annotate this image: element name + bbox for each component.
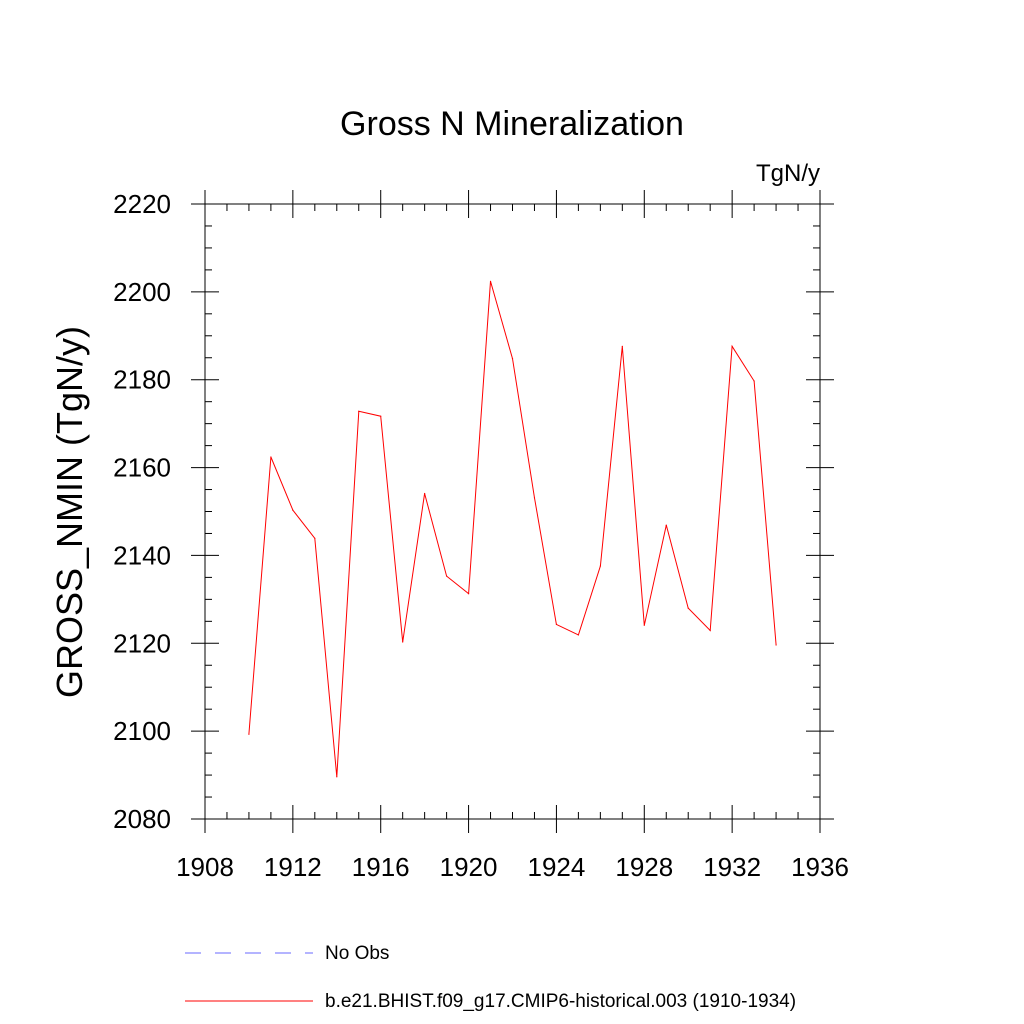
data-point bbox=[336, 776, 338, 778]
plot-frame bbox=[204, 203, 821, 820]
data-point bbox=[489, 280, 492, 282]
y-tick-label: 2080 bbox=[113, 804, 171, 834]
data-point bbox=[270, 456, 272, 458]
data-point bbox=[731, 345, 733, 347]
x-tick-label: 1916 bbox=[352, 852, 410, 882]
y-tick-label: 2140 bbox=[113, 540, 171, 570]
x-tick-label: 1924 bbox=[528, 852, 586, 882]
series-lines bbox=[248, 280, 777, 778]
data-point bbox=[599, 565, 601, 567]
data-point bbox=[446, 575, 448, 577]
y-tick-label: 2120 bbox=[113, 628, 171, 658]
data-point bbox=[577, 634, 579, 636]
data-point bbox=[775, 644, 777, 646]
legend: No Obs b.e21.BHIST.f09_g17.CMIP6-histori… bbox=[185, 943, 796, 1012]
y-tick-label: 2200 bbox=[113, 277, 171, 307]
data-point bbox=[424, 492, 426, 495]
x-tick-label: 1928 bbox=[615, 852, 673, 882]
x-tick-label: 1908 bbox=[176, 852, 234, 882]
data-point bbox=[687, 607, 689, 609]
data-point bbox=[753, 380, 755, 382]
axis-ticks bbox=[191, 190, 834, 833]
y-tick-label: 2220 bbox=[113, 189, 171, 219]
axis-tick-labels: 1908 1912 1916 1920 1924 1928 1932 1936 2080 2100… bbox=[113, 189, 849, 882]
data-point bbox=[380, 415, 382, 417]
data-point bbox=[533, 497, 536, 499]
y-tick-label: 2100 bbox=[113, 716, 171, 746]
data-point bbox=[665, 524, 667, 526]
data-point bbox=[358, 410, 360, 412]
data-point bbox=[467, 593, 470, 595]
legend-label-no-obs: No Obs bbox=[325, 943, 389, 964]
y-tick-label: 2160 bbox=[113, 453, 171, 483]
y-axis-label: GROSS_NMIN (TgN/y) bbox=[49, 326, 90, 698]
data-point bbox=[511, 358, 514, 360]
data-point bbox=[555, 623, 558, 625]
data-point bbox=[621, 345, 623, 347]
data-point bbox=[643, 624, 645, 626]
x-tick-label: 1912 bbox=[264, 852, 322, 882]
x-tick-label: 1932 bbox=[703, 852, 761, 882]
y-tick-label: 2180 bbox=[113, 365, 171, 395]
chart-title: Gross N Mineralization bbox=[340, 105, 684, 143]
data-point bbox=[248, 733, 250, 735]
legend-label-historical: b.e21.BHIST.f09_g17.CMIP6-historical.003… bbox=[325, 991, 796, 1012]
series-line bbox=[248, 281, 777, 777]
data-point bbox=[402, 641, 404, 643]
x-tick-label: 1920 bbox=[440, 852, 498, 882]
data-point bbox=[314, 537, 316, 539]
data-point bbox=[292, 509, 294, 511]
units-label: TgN/y bbox=[756, 160, 820, 187]
data-point bbox=[709, 629, 711, 632]
x-tick-label: 1936 bbox=[791, 852, 849, 882]
